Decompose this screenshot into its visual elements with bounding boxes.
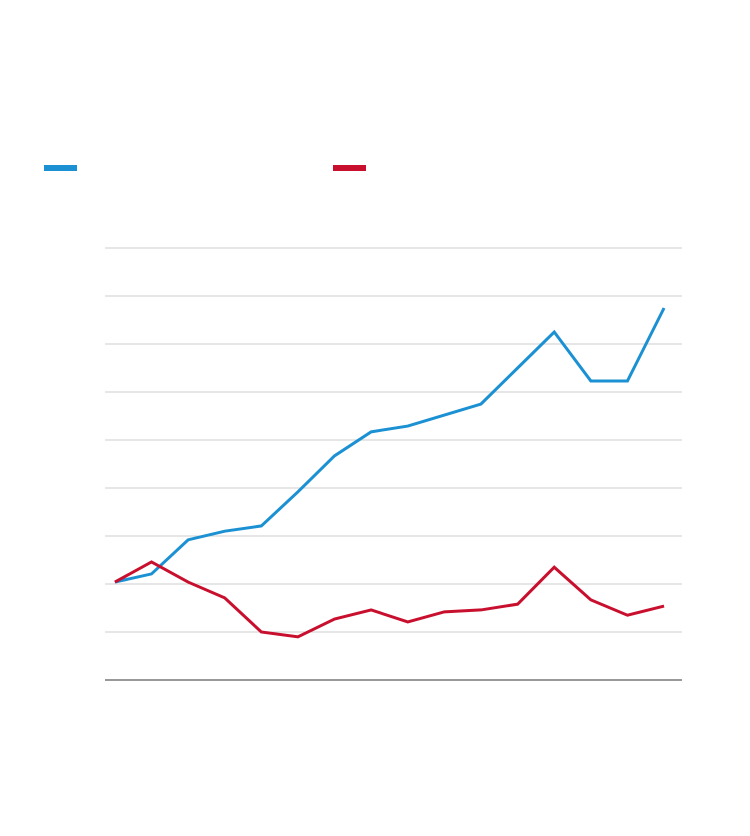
legend-swatch bbox=[44, 165, 77, 171]
legend-swatch bbox=[333, 165, 366, 171]
series-line bbox=[114, 560, 665, 639]
series-line bbox=[114, 307, 666, 584]
